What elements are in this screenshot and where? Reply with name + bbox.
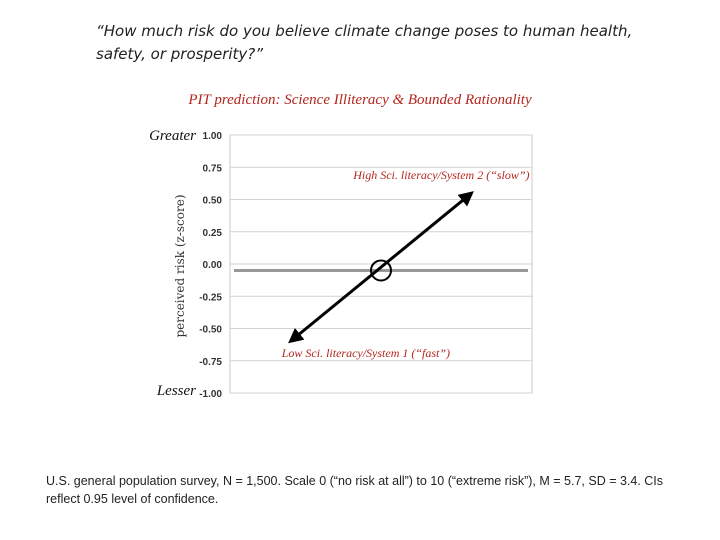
footnote: U.S. general population survey, N = 1,50… [46, 474, 664, 506]
y-tick-label: 0.00 [203, 260, 223, 271]
y-tick-label: 0.75 [203, 163, 223, 174]
y-tick-label: -0.75 [199, 357, 222, 368]
y-tick-label: 0.25 [203, 228, 223, 239]
y-tick-label: -0.25 [199, 292, 222, 303]
y-tick-label: -0.50 [199, 325, 222, 336]
y-bottom-label: Lesser [156, 383, 196, 399]
midpoint-marker [370, 259, 392, 282]
annotation: Low Sci. literacy/System 1 (“fast”) [281, 346, 450, 360]
y-tick-label: -1.00 [199, 389, 222, 400]
survey-question: “How much risk do you believe climate ch… [96, 22, 633, 63]
annotation: High Sci. literacy/System 2 (“slow”) [352, 168, 529, 182]
chart-title: PIT prediction: Science Illiteracy & Bou… [188, 92, 532, 108]
y-axis-label: perceived risk (z-score) [173, 194, 187, 337]
series-line [288, 191, 474, 344]
y-tick-label: 1.00 [203, 131, 223, 142]
y-top-label: Greater [149, 128, 196, 144]
y-tick-label: 0.50 [203, 196, 223, 207]
